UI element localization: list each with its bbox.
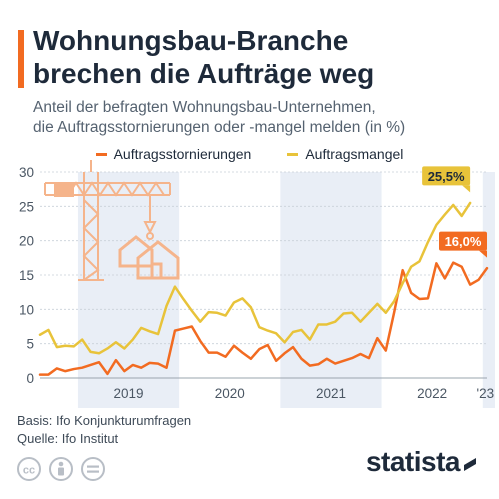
y-tick-label: 10 bbox=[19, 302, 34, 317]
end-label-pointer bbox=[462, 185, 471, 193]
title-line-1: Wohnungsbau-Branche bbox=[33, 25, 349, 56]
legend-item-stornierungen: Auftragsstornierungen bbox=[95, 144, 252, 164]
end-label-stornierungen: 16,0% bbox=[439, 231, 487, 258]
page-title: Wohnungsbau-Branche brechen die Aufträge… bbox=[33, 24, 483, 90]
end-label-mangel: 25,5% bbox=[422, 166, 471, 193]
x-tick-label: '23 bbox=[477, 386, 495, 401]
line-mangel bbox=[38, 201, 472, 355]
end-label-box bbox=[422, 166, 471, 186]
legend-label-stornierungen: Auftragsstornierungen bbox=[113, 146, 252, 162]
end-label-pointer bbox=[479, 250, 487, 258]
svg-text:cc: cc bbox=[23, 465, 35, 477]
line-stornierungen bbox=[38, 261, 489, 376]
subtitle-line-2: die Auftragsstornierungen oder -mangel m… bbox=[33, 119, 406, 136]
end-label-text: 16,0% bbox=[445, 234, 482, 249]
line-chart: 0 5 10 15 20 25 30 2019 2020 2021 2022 '23 16,0% 25,… bbox=[19, 160, 495, 408]
title-accent-bar bbox=[18, 30, 24, 88]
end-label-text: 25,5% bbox=[428, 169, 465, 184]
chart-legend: Auftragsstornierungen Auftragsmangel bbox=[0, 144, 499, 164]
equals-icon[interactable] bbox=[81, 457, 105, 481]
y-tick-label: 5 bbox=[26, 337, 34, 352]
construction-illustration bbox=[44, 160, 180, 281]
legend-swatch-stornierungen bbox=[95, 152, 107, 156]
statista-logo[interactable]: statista bbox=[366, 446, 477, 478]
y-tick-label: 15 bbox=[19, 268, 34, 283]
license-icons: cc bbox=[17, 457, 105, 481]
legend-swatch-mangel bbox=[287, 152, 299, 156]
legend-label-mangel: Auftragsmangel bbox=[305, 146, 404, 162]
year-band bbox=[482, 172, 495, 408]
title-line-2: brechen die Aufträge weg bbox=[33, 58, 375, 89]
legend-item-mangel: Auftragsmangel bbox=[287, 144, 403, 164]
houses-icon bbox=[118, 235, 180, 280]
x-tick-label: 2020 bbox=[215, 386, 245, 401]
subtitle-line-1: Anteil der befragten Wohnungsbau-Unterne… bbox=[33, 99, 376, 116]
cc-icon[interactable]: cc bbox=[17, 457, 41, 481]
footer: Basis: Ifo Konjunkturumfragen Quelle: If… bbox=[17, 412, 191, 448]
year-band bbox=[280, 172, 382, 408]
chart-subtitle: Anteil der befragten Wohnungsbau-Unterne… bbox=[33, 98, 483, 138]
brand-name: statista bbox=[365, 446, 461, 477]
y-tick-label: 25 bbox=[19, 199, 34, 214]
x-tick-label: 2022 bbox=[417, 386, 447, 401]
crane-icon bbox=[44, 160, 171, 281]
footer-source: Quelle: Ifo Institut bbox=[17, 431, 119, 446]
y-tick-label: 30 bbox=[19, 165, 34, 180]
end-label-box bbox=[439, 231, 487, 251]
year-band bbox=[77, 172, 180, 408]
x-tick-label: 2021 bbox=[316, 386, 346, 401]
person-icon[interactable] bbox=[49, 457, 73, 481]
x-tick-label: 2019 bbox=[114, 386, 144, 401]
y-tick-label: 20 bbox=[19, 234, 34, 249]
statista-logo-icon bbox=[464, 457, 476, 471]
y-tick-label: 0 bbox=[26, 371, 34, 386]
footer-basis: Basis: Ifo Konjunkturumfragen bbox=[17, 413, 192, 428]
